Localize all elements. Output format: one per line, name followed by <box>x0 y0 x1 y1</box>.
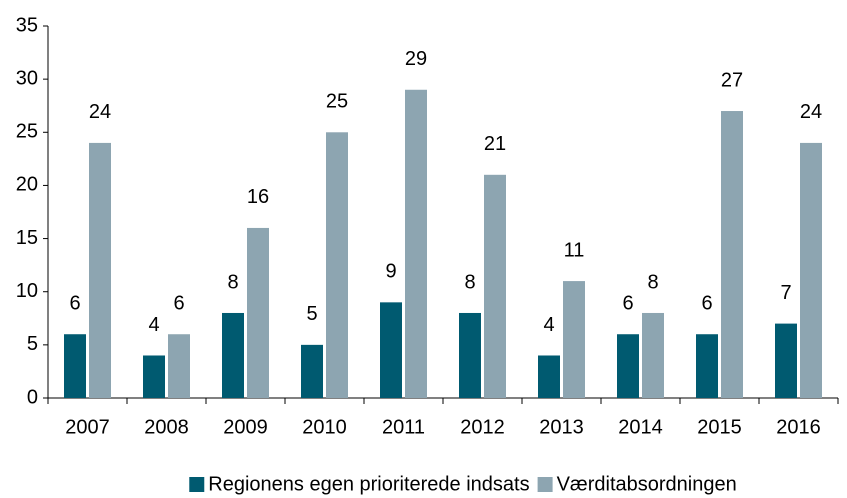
data-label: 7 <box>780 282 791 304</box>
y-tick-label: 35 <box>16 14 38 36</box>
bar <box>380 302 402 398</box>
y-tick-label: 10 <box>16 280 38 302</box>
x-tick-label: 2016 <box>776 416 821 438</box>
y-tick-label: 15 <box>16 227 38 249</box>
data-label: 24 <box>89 101 111 123</box>
bar <box>721 111 743 399</box>
bar <box>775 323 797 398</box>
data-label: 8 <box>647 271 658 293</box>
data-label: 9 <box>385 261 396 283</box>
x-tick-label: 2014 <box>618 416 663 438</box>
x-tick-label: 2008 <box>144 416 189 438</box>
bar <box>247 227 269 398</box>
bar <box>168 334 190 398</box>
y-tick-label: 25 <box>16 121 38 143</box>
bar <box>484 174 506 398</box>
legend-label: Værditabsordningen <box>557 473 737 495</box>
x-tick-label: 2011 <box>382 416 425 438</box>
bar <box>301 344 323 398</box>
bar <box>89 142 111 398</box>
y-tick-label: 20 <box>16 174 38 196</box>
data-label: 27 <box>721 69 743 91</box>
bar <box>143 355 165 398</box>
y-tick-label: 30 <box>16 67 38 89</box>
x-tick-label: 2013 <box>539 416 584 438</box>
data-label: 21 <box>484 133 506 155</box>
legend-swatch <box>537 477 553 492</box>
x-tick-label: 2007 <box>65 416 110 438</box>
data-label: 6 <box>69 293 80 315</box>
y-tick-label: 0 <box>27 386 38 408</box>
bar <box>64 334 86 398</box>
legend-label: Regionens egen prioriterede indsats <box>208 473 529 495</box>
y-tick-label: 5 <box>27 333 38 355</box>
data-label: 16 <box>247 186 269 208</box>
x-tick-label: 2009 <box>223 416 268 438</box>
data-label: 11 <box>564 239 585 261</box>
legend-swatch <box>189 477 205 492</box>
data-label: 6 <box>622 293 633 315</box>
bar <box>563 281 585 398</box>
x-tick-label: 2010 <box>302 416 347 438</box>
data-label: 29 <box>405 48 427 70</box>
data-label: 8 <box>464 271 475 293</box>
x-tick-label: 2015 <box>697 416 742 438</box>
bar <box>800 142 822 398</box>
data-label: 8 <box>227 271 238 293</box>
bar <box>617 334 639 398</box>
x-tick-label: 2012 <box>460 416 505 438</box>
data-label: 4 <box>543 314 554 336</box>
bar <box>405 89 427 399</box>
bar <box>696 334 718 398</box>
bar <box>222 312 244 398</box>
bar <box>326 132 348 399</box>
data-label: 4 <box>148 314 159 336</box>
data-label: 25 <box>326 91 348 113</box>
data-label: 24 <box>800 101 822 123</box>
bar <box>538 355 560 398</box>
bar <box>459 312 481 398</box>
data-label: 5 <box>306 303 317 325</box>
bar <box>642 312 664 398</box>
data-label: 6 <box>173 293 184 315</box>
data-label: 6 <box>701 293 712 315</box>
